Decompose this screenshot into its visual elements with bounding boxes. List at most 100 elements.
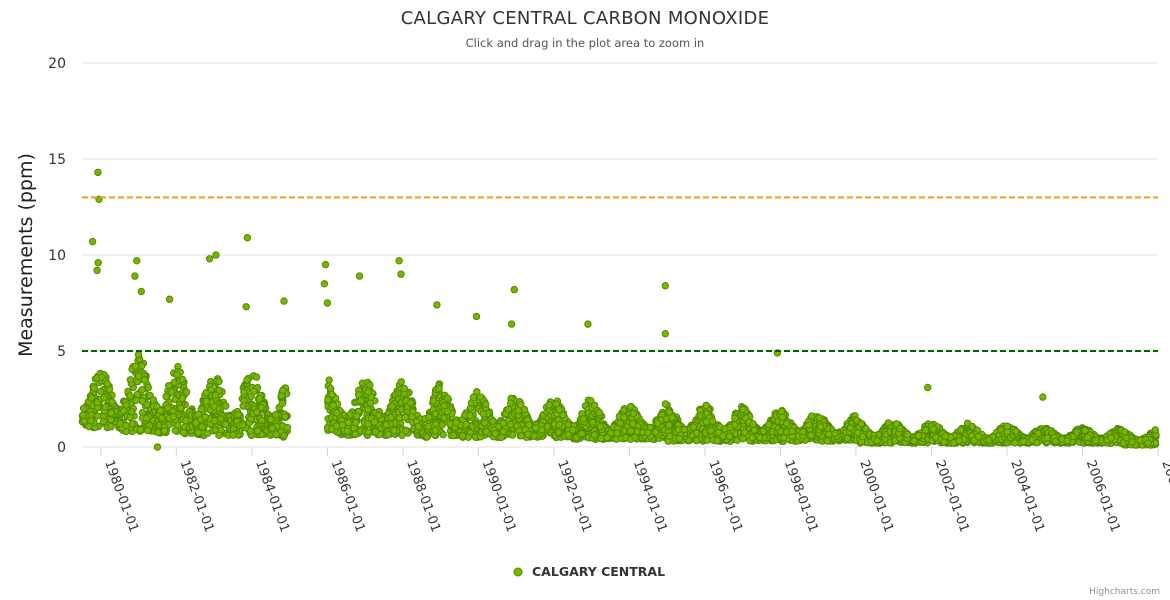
data-point[interactable] bbox=[395, 257, 403, 265]
data-point[interactable] bbox=[424, 422, 432, 431]
data-point[interactable] bbox=[203, 429, 212, 437]
data-point[interactable] bbox=[99, 417, 108, 426]
data-point[interactable] bbox=[366, 381, 374, 389]
data-point[interactable] bbox=[165, 382, 173, 390]
data-point[interactable] bbox=[627, 427, 635, 435]
data-point[interactable] bbox=[258, 416, 266, 424]
data-point[interactable] bbox=[476, 393, 485, 401]
data-point[interactable] bbox=[333, 409, 341, 417]
data-point[interactable] bbox=[338, 421, 347, 429]
data-point[interactable] bbox=[680, 425, 688, 434]
data-point[interactable] bbox=[364, 428, 373, 436]
data-point[interactable] bbox=[903, 430, 912, 439]
data-point[interactable] bbox=[257, 403, 265, 412]
data-point[interactable] bbox=[134, 372, 143, 380]
data-point[interactable] bbox=[482, 427, 490, 436]
data-point[interactable] bbox=[644, 428, 652, 437]
data-point[interactable] bbox=[126, 376, 135, 384]
data-point[interactable] bbox=[799, 428, 807, 436]
data-point[interactable] bbox=[435, 384, 443, 393]
data-point[interactable] bbox=[252, 373, 261, 381]
data-point[interactable] bbox=[153, 443, 162, 451]
data-point[interactable] bbox=[555, 421, 563, 429]
data-point[interactable] bbox=[1083, 433, 1092, 441]
data-point[interactable] bbox=[957, 425, 965, 434]
data-point[interactable] bbox=[440, 414, 448, 422]
data-point[interactable] bbox=[472, 312, 481, 321]
data-point[interactable] bbox=[367, 393, 375, 401]
data-point[interactable] bbox=[941, 432, 949, 440]
data-point[interactable] bbox=[408, 413, 416, 421]
data-point[interactable] bbox=[384, 430, 392, 439]
data-point[interactable] bbox=[168, 388, 176, 396]
data-point[interactable] bbox=[719, 432, 727, 440]
data-point[interactable] bbox=[1151, 426, 1160, 434]
data-point[interactable] bbox=[985, 436, 993, 444]
data-point[interactable] bbox=[543, 422, 552, 431]
data-point[interactable] bbox=[387, 413, 395, 422]
data-point[interactable] bbox=[255, 395, 264, 403]
data-point[interactable] bbox=[164, 404, 172, 412]
data-point[interactable] bbox=[173, 371, 181, 379]
data-point[interactable] bbox=[329, 401, 337, 409]
data-point[interactable] bbox=[321, 260, 330, 269]
data-point[interactable] bbox=[626, 402, 635, 411]
data-point[interactable] bbox=[80, 417, 89, 425]
data-point[interactable] bbox=[444, 394, 452, 402]
data-point[interactable] bbox=[136, 426, 145, 434]
data-point[interactable] bbox=[176, 404, 185, 412]
data-point[interactable] bbox=[122, 401, 131, 409]
data-point[interactable] bbox=[107, 409, 116, 417]
data-point[interactable] bbox=[154, 428, 162, 437]
data-point[interactable] bbox=[489, 417, 497, 425]
data-point[interactable] bbox=[765, 420, 773, 429]
data-point[interactable] bbox=[156, 407, 165, 415]
data-point[interactable] bbox=[353, 412, 361, 420]
data-point[interactable] bbox=[584, 320, 592, 328]
data-point[interactable] bbox=[524, 430, 532, 438]
data-point[interactable] bbox=[107, 423, 115, 431]
data-point[interactable] bbox=[507, 320, 516, 328]
data-point[interactable] bbox=[134, 350, 143, 359]
data-point[interactable] bbox=[731, 414, 739, 422]
data-point[interactable] bbox=[280, 297, 288, 305]
data-point[interactable] bbox=[825, 430, 833, 438]
data-point[interactable] bbox=[782, 419, 791, 428]
data-point[interactable] bbox=[79, 404, 88, 412]
data-point[interactable] bbox=[182, 416, 190, 425]
data-point[interactable] bbox=[158, 414, 166, 422]
data-point[interactable] bbox=[924, 383, 932, 392]
data-point[interactable] bbox=[873, 437, 881, 445]
data-point[interactable] bbox=[402, 427, 410, 435]
data-point[interactable] bbox=[702, 418, 711, 426]
data-point[interactable] bbox=[1128, 438, 1136, 446]
data-point[interactable] bbox=[940, 438, 948, 446]
data-point[interactable] bbox=[914, 431, 923, 440]
data-point[interactable] bbox=[462, 420, 470, 429]
data-point[interactable] bbox=[205, 255, 214, 263]
data-point[interactable] bbox=[530, 432, 538, 440]
data-point[interactable] bbox=[178, 375, 187, 384]
data-point[interactable] bbox=[351, 430, 360, 438]
data-point[interactable] bbox=[382, 421, 390, 429]
data-point[interactable] bbox=[531, 424, 540, 432]
data-point[interactable] bbox=[578, 429, 586, 438]
data-point[interactable] bbox=[653, 419, 662, 427]
data-point[interactable] bbox=[210, 402, 218, 411]
data-point[interactable] bbox=[211, 416, 219, 425]
data-point[interactable] bbox=[429, 397, 437, 405]
data-point[interactable] bbox=[87, 394, 96, 402]
data-point[interactable] bbox=[94, 168, 102, 177]
data-point[interactable] bbox=[423, 433, 431, 441]
data-point[interactable] bbox=[352, 418, 360, 427]
data-point[interactable] bbox=[807, 431, 815, 439]
data-point[interactable] bbox=[162, 392, 170, 401]
data-point[interactable] bbox=[101, 403, 109, 411]
data-point[interactable] bbox=[354, 391, 363, 399]
data-point[interactable] bbox=[201, 413, 210, 421]
data-point[interactable] bbox=[689, 423, 698, 431]
data-point[interactable] bbox=[149, 396, 158, 404]
data-point[interactable] bbox=[458, 432, 467, 440]
data-point[interactable] bbox=[126, 413, 134, 422]
data-point[interactable] bbox=[545, 401, 553, 409]
